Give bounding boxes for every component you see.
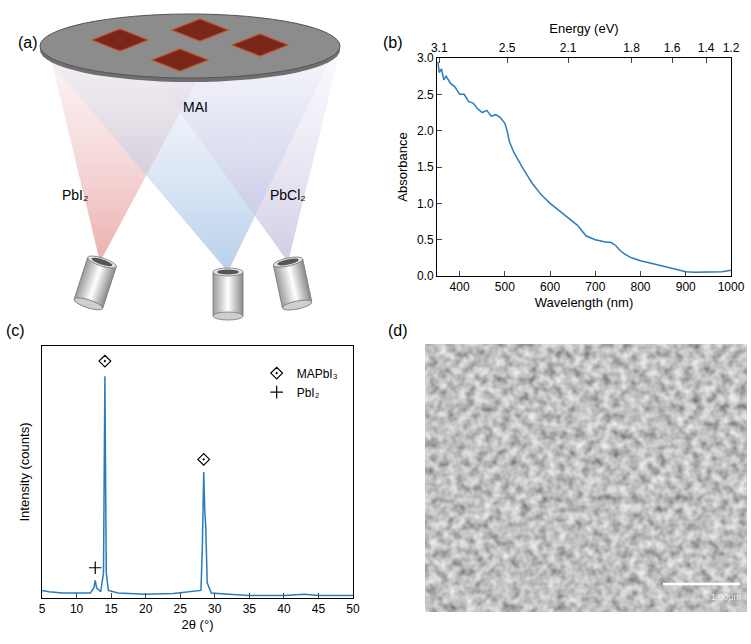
svg-text:MAPbI₃: MAPbI₃ [297, 367, 338, 381]
svg-text:Wavelength (nm): Wavelength (nm) [535, 295, 634, 310]
svg-text:1.4: 1.4 [698, 41, 715, 55]
svg-text:2.0: 2.0 [417, 124, 434, 138]
svg-text:1.00μm: 1.00μm [711, 592, 741, 602]
svg-text:3.1: 3.1 [431, 41, 448, 55]
svg-text:25: 25 [174, 602, 188, 616]
svg-text:500: 500 [495, 280, 515, 294]
svg-text:Energy (eV): Energy (eV) [549, 21, 618, 36]
svg-text:400: 400 [450, 280, 470, 294]
svg-text:Absorbance: Absorbance [395, 132, 410, 201]
svg-text:5: 5 [39, 602, 46, 616]
html-text:(d): (d) [388, 322, 408, 339]
svg-text:0.5: 0.5 [417, 233, 434, 247]
svg-text:50: 50 [346, 602, 360, 616]
svg-text:2.5: 2.5 [417, 88, 434, 102]
svg-text:35: 35 [243, 602, 257, 616]
svg-text:PbI₂: PbI₂ [297, 386, 320, 400]
svg-text:MAI: MAI [183, 99, 208, 115]
svg-text:2θ (°): 2θ (°) [182, 617, 214, 632]
svg-text:PbI₂: PbI₂ [62, 187, 88, 203]
svg-text:1.6: 1.6 [664, 41, 681, 55]
svg-text:1.5: 1.5 [417, 160, 434, 174]
svg-text:15: 15 [104, 602, 118, 616]
svg-text:2.5: 2.5 [499, 41, 516, 55]
svg-text:2.1: 2.1 [560, 41, 577, 55]
svg-text:20: 20 [139, 602, 153, 616]
html-text:(b): (b) [383, 34, 403, 51]
html-text:(c): (c) [6, 322, 25, 339]
svg-text:900: 900 [676, 280, 696, 294]
svg-text:40: 40 [277, 602, 291, 616]
svg-text:Intensity (counts): Intensity (counts) [17, 423, 32, 522]
svg-text:3.0: 3.0 [417, 51, 434, 65]
svg-text:700: 700 [585, 280, 605, 294]
svg-text:1000: 1000 [718, 280, 745, 294]
svg-text:30: 30 [208, 602, 222, 616]
svg-text:10: 10 [70, 602, 84, 616]
svg-text:800: 800 [631, 280, 651, 294]
svg-text:600: 600 [540, 280, 560, 294]
svg-text:1.2: 1.2 [723, 41, 740, 55]
svg-text:1.0: 1.0 [417, 197, 434, 211]
svg-text:PbCl₂: PbCl₂ [270, 187, 306, 203]
svg-text:1.8: 1.8 [623, 41, 640, 55]
svg-text:0.0: 0.0 [417, 269, 434, 283]
html-text:(a): (a) [18, 34, 38, 51]
svg-text:45: 45 [312, 602, 326, 616]
